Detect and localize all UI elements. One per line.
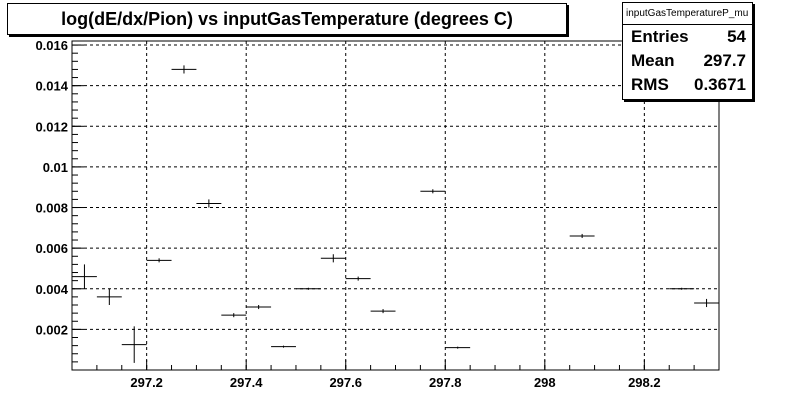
data-point [196,199,222,208]
y-tick-label: 0.01 [43,160,68,175]
chart-title: log(dE/dx/Pion) vs inputGasTemperature (… [61,9,513,29]
y-tick-labels: 0.002 0.004 0.006 0.008 0.01 0.012 0.014 0.016 [35,38,68,337]
title-box: log(dE/dx/Pion) vs inputGasTemperature (… [7,3,567,35]
x-tick-label: 297.6 [329,375,362,390]
data-point [121,326,147,363]
data-point [569,233,595,238]
x-tick-label: 297.8 [429,375,462,390]
data-point [295,287,321,290]
stats-row-mean: Mean 297.7 [623,49,752,73]
data-point [146,258,172,263]
data-point [320,254,346,263]
stats-name: inputGasTemperatureP_mu [623,3,752,25]
data-point [96,288,122,306]
stats-label: RMS [631,75,669,94]
data-point [694,298,719,308]
y-tick-label: 0.008 [35,201,68,216]
stats-label: Entries [631,27,689,46]
y-tick-label: 0.002 [35,322,68,337]
stats-box: inputGasTemperatureP_mu Entries 54 Mean … [622,2,753,100]
y-tick-label: 0.012 [35,119,68,134]
data-point [445,346,471,349]
data-point [370,309,396,314]
data-point [171,65,197,74]
data-point [246,305,272,310]
stats-value: 0.3671 [694,75,746,94]
data-point [669,287,695,290]
stats-row-entries: Entries 54 [623,25,752,49]
stats-label: Mean [631,51,675,70]
data-points [72,65,719,363]
x-tick-label: 297.2 [130,375,163,390]
y-tick-label: 0.014 [35,79,68,94]
x-tick-label: 297.4 [230,375,263,390]
x-tick-label: 298 [534,375,556,390]
stats-value: 54 [727,27,746,46]
y-tick-label: 0.016 [35,38,68,53]
data-point [72,264,97,289]
data-point [271,345,296,348]
y-tick-label: 0.006 [35,241,68,256]
data-point [221,313,247,318]
data-point [345,276,371,281]
data-point [420,189,446,194]
x-tick-label: 298.2 [628,375,661,390]
y-tick-label: 0.004 [35,282,68,297]
stats-row-rms: RMS 0.3671 [623,73,752,97]
axis-ticks [71,44,695,370]
x-tick-labels: 297.2 297.4 297.6 297.8 298 298.2 [130,375,660,390]
stats-value: 297.7 [703,51,746,70]
